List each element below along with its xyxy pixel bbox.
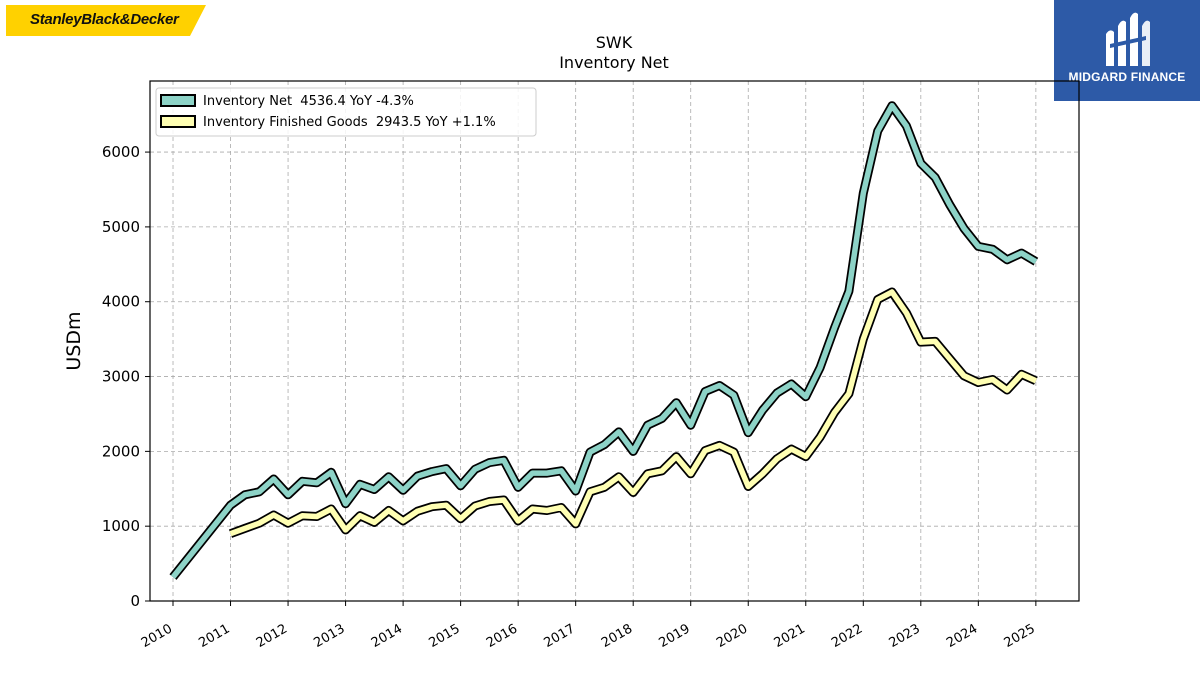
y-tick-label: 6000	[102, 143, 140, 161]
x-tick-label: 2023	[887, 621, 923, 651]
plot-area-frame	[149, 80, 1080, 602]
series-line	[229, 289, 1038, 537]
legend-swatch	[160, 94, 196, 107]
logo-left-background	[6, 5, 206, 36]
x-tick-label: 2011	[196, 621, 232, 651]
x-tick-label: 2014	[369, 621, 405, 651]
y-tick-label: 3000	[102, 368, 140, 386]
y-tick-label: 5000	[102, 218, 140, 236]
axis-layer: 0 1000 2000 3000 4000 5000 6000 2010 2011 2012 201…	[102, 143, 1038, 651]
x-tick-label: 2021	[772, 621, 808, 651]
x-tick-label: 2010	[139, 621, 175, 651]
midgard-finance-logo: MIDGARD FINANCE	[1054, 0, 1200, 101]
stanley-black-decker-logo: StanleyBlack&Decker	[6, 5, 206, 36]
y-tick-label: 4000	[102, 293, 140, 311]
x-tick-label: 2022	[829, 621, 865, 651]
logo-right-text: MIDGARD FINANCE	[1068, 70, 1186, 84]
x-tick-label: 2012	[254, 621, 290, 651]
x-tick-label: 2024	[944, 621, 980, 651]
x-tick-label: 2025	[1002, 621, 1038, 651]
midgard-emblem-icon	[1106, 12, 1150, 67]
legend: Inventory Net 4536.4 YoY -4.3% Inventory …	[155, 87, 537, 137]
series-line	[170, 102, 1038, 579]
x-tick-label: 2019	[657, 621, 693, 651]
legend-box	[155, 87, 537, 137]
chart-title: SWK	[596, 33, 633, 52]
series-line-outline	[169, 101, 1039, 580]
x-tick-label: 2017	[542, 621, 578, 651]
legend-entry: Inventory Finished Goods 2943.5 YoY +1.1…	[203, 115, 496, 130]
legend-entry: Inventory Net 4536.4 YoY -4.3%	[203, 94, 414, 109]
y-tick-label: 2000	[102, 442, 140, 460]
logo-left-text: StanleyBlack&Decker	[30, 11, 179, 28]
y-tick-label: 0	[130, 592, 140, 610]
legend-swatch	[160, 115, 196, 128]
x-tick-label: 2018	[599, 621, 635, 651]
y-axis-label: USDm	[63, 311, 85, 370]
x-tick-label: 2013	[311, 621, 347, 651]
series-layer	[169, 101, 1039, 580]
y-tick-label: 1000	[102, 517, 140, 535]
x-tick-label: 2020	[714, 621, 750, 651]
x-tick-label: 2016	[484, 621, 520, 651]
chart-subtitle: Inventory Net	[559, 53, 669, 72]
x-tick-label: 2015	[426, 621, 462, 651]
